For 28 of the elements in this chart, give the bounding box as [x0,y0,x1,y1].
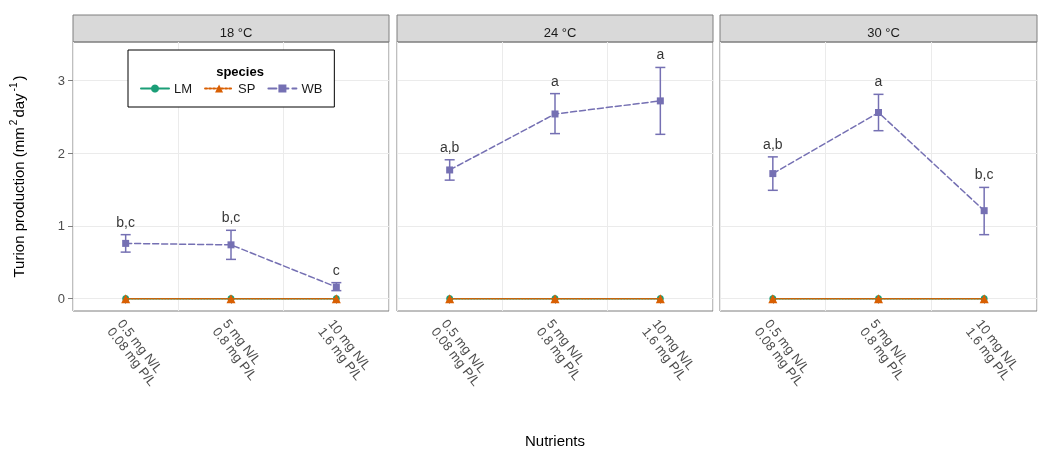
chart-title: 18 °C [219,25,253,40]
y-axis-title: Turion production (mm2day-1) [7,75,27,278]
annotation: a [656,46,665,63]
annotation: b,c [221,209,241,226]
chart-title: 24 °C [543,25,577,40]
x-tick-label: 5 mg N/L 0.8 mg P/L [533,316,589,384]
annotation: a [551,72,560,89]
y-tick-label: 3 [57,73,65,89]
x-axis-title: Nutrients [524,432,586,449]
legend-label: WB [301,81,323,96]
x-tick-label: 5 mg N/L 0.8 mg P/L [209,316,265,384]
annotation: a,b [439,138,460,155]
y-tick-label: 2 [57,145,65,161]
y-tick-label: 1 [57,218,65,234]
legend-label: LM [174,81,193,96]
chart-title: 30 °C [867,25,900,40]
annotation: c [332,261,340,278]
legend-title: species [216,64,264,79]
x-tick-label: 10 mg N/L 1.6 mg P/L [315,316,375,384]
x-tick-label: 10 mg N/L 1.6 mg P/L [639,316,699,384]
x-tick-label: 5 mg N/L 0.8 mg P/L [857,316,912,384]
annotation: a [874,73,883,90]
y-tick-label: 0 [57,291,65,307]
annotation: b,c [974,166,994,183]
annotation: a,b [763,135,783,152]
legend-label: SP [238,81,256,96]
x-tick-label: 10 mg N/L 1.6 mg P/L [962,316,1022,384]
annotation: b,c [116,213,136,230]
